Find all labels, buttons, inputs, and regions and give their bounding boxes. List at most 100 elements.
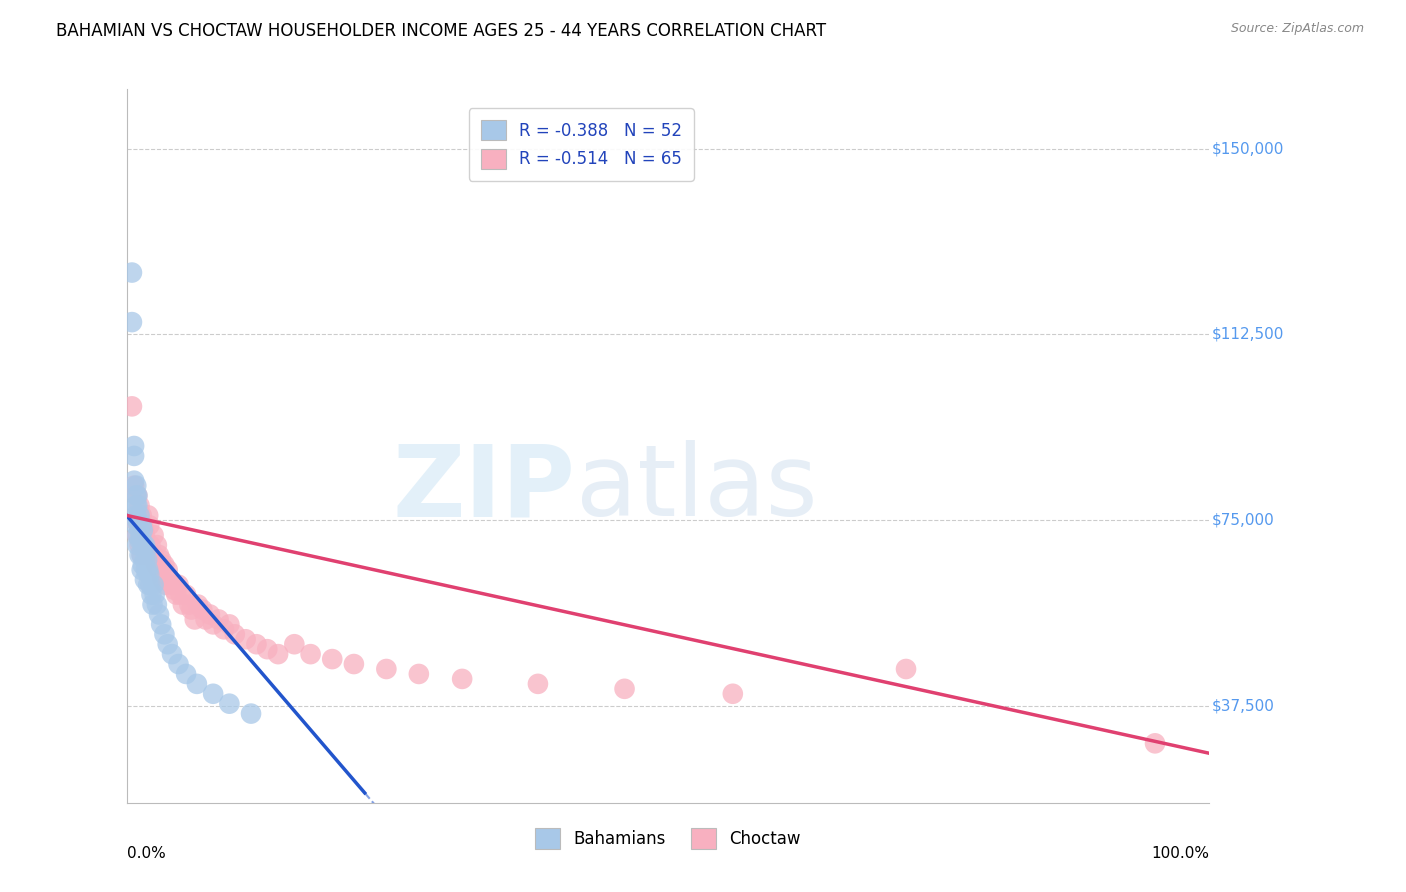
Point: [134, 573, 156, 587]
Point: [131, 518, 153, 533]
Point: [139, 578, 162, 592]
Point: [179, 598, 201, 612]
Point: [128, 499, 150, 513]
Point: [122, 439, 145, 453]
Text: $150,000: $150,000: [1212, 141, 1284, 156]
Point: [128, 533, 150, 548]
Point: [131, 508, 153, 523]
Point: [187, 598, 209, 612]
Point: [156, 563, 179, 577]
Point: [343, 657, 366, 671]
Point: [240, 706, 263, 721]
Point: [127, 513, 149, 527]
Point: [153, 627, 176, 641]
Point: [163, 582, 186, 597]
Point: [174, 588, 197, 602]
Point: [321, 652, 343, 666]
Point: [121, 315, 143, 329]
Point: [153, 558, 176, 572]
Point: [148, 563, 170, 577]
Point: [125, 518, 148, 533]
Point: [134, 553, 156, 567]
Point: [174, 667, 197, 681]
Point: [127, 528, 149, 542]
Point: [207, 612, 229, 626]
Point: [128, 508, 150, 523]
Point: [128, 548, 150, 562]
Point: [408, 667, 430, 681]
Point: [145, 558, 167, 572]
Point: [127, 489, 149, 503]
Point: [212, 623, 235, 637]
Point: [155, 578, 177, 592]
Point: [136, 553, 159, 567]
Point: [136, 578, 159, 592]
Point: [124, 513, 146, 527]
Point: [283, 637, 305, 651]
Point: [159, 573, 181, 587]
Point: [184, 612, 207, 626]
Point: [218, 697, 240, 711]
Point: [132, 558, 155, 572]
Point: [138, 518, 160, 533]
Point: [143, 588, 166, 602]
Point: [146, 538, 169, 552]
Text: $37,500: $37,500: [1212, 698, 1274, 714]
Point: [191, 602, 214, 616]
Text: atlas: atlas: [576, 441, 817, 537]
Point: [128, 538, 150, 552]
Point: [256, 642, 278, 657]
Point: [132, 523, 155, 537]
Point: [127, 538, 149, 552]
Point: [142, 528, 165, 542]
Point: [125, 478, 148, 492]
Point: [375, 662, 398, 676]
Text: 0.0%: 0.0%: [127, 846, 166, 861]
Point: [131, 563, 153, 577]
Point: [167, 657, 190, 671]
Text: $75,000: $75,000: [1212, 513, 1274, 528]
Point: [127, 489, 149, 503]
Point: [267, 647, 290, 661]
Point: [141, 548, 163, 562]
Point: [186, 677, 208, 691]
Point: [135, 543, 157, 558]
Point: [141, 588, 163, 602]
Point: [150, 573, 173, 587]
Point: [160, 647, 183, 661]
Point: [127, 499, 149, 513]
Point: [194, 612, 217, 626]
Point: [142, 578, 165, 592]
Point: [138, 567, 160, 582]
Point: [122, 478, 145, 492]
Point: [122, 474, 145, 488]
Point: [224, 627, 246, 641]
Point: [160, 578, 183, 592]
Point: [721, 687, 744, 701]
Point: [131, 548, 153, 562]
Point: [132, 538, 155, 552]
Point: [141, 598, 163, 612]
Point: [156, 637, 179, 651]
Point: [167, 578, 190, 592]
Point: [125, 508, 148, 523]
Point: [121, 400, 143, 414]
Point: [527, 677, 550, 691]
Point: [136, 563, 159, 577]
Point: [136, 548, 159, 562]
Point: [202, 687, 225, 701]
Point: [142, 548, 165, 562]
Point: [150, 617, 173, 632]
Point: [198, 607, 221, 622]
Point: [451, 672, 474, 686]
Text: $112,500: $112,500: [1212, 327, 1284, 342]
Point: [180, 602, 202, 616]
Text: BAHAMIAN VS CHOCTAW HOUSEHOLDER INCOME AGES 25 - 44 YEARS CORRELATION CHART: BAHAMIAN VS CHOCTAW HOUSEHOLDER INCOME A…: [56, 22, 827, 40]
Point: [135, 563, 157, 577]
Point: [136, 508, 159, 523]
Point: [122, 449, 145, 463]
Point: [1144, 736, 1167, 750]
Point: [613, 681, 636, 696]
Point: [131, 548, 153, 562]
Point: [245, 637, 267, 651]
